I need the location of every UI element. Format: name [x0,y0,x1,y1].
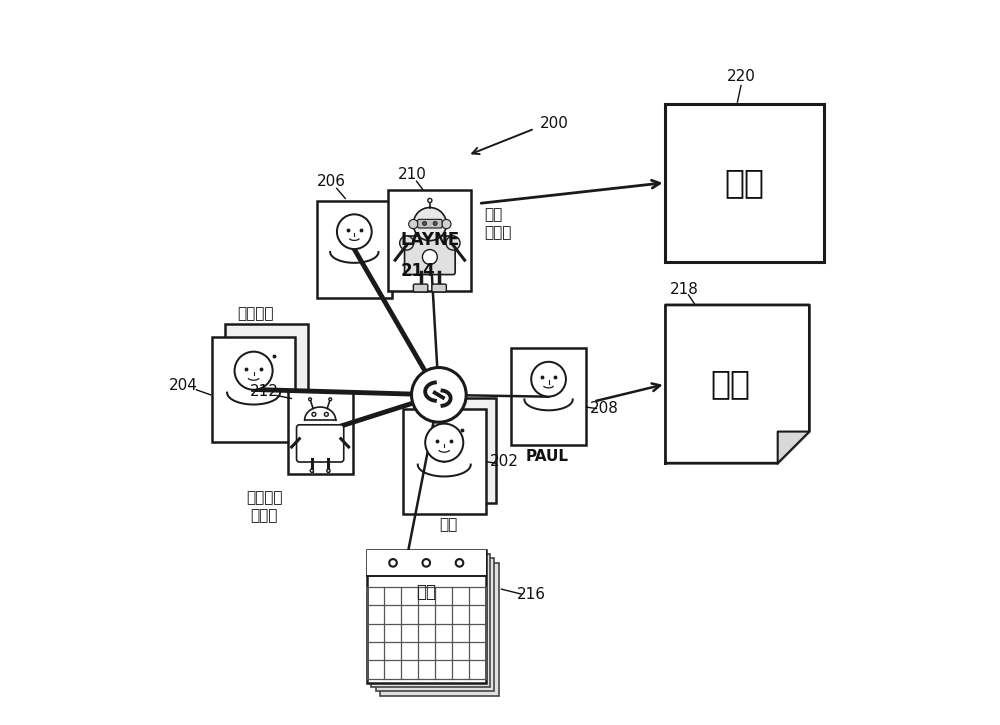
Text: 214: 214 [401,262,435,280]
Circle shape [337,215,372,249]
Text: 218: 218 [670,281,699,297]
Circle shape [327,469,330,472]
FancyBboxPatch shape [367,550,486,683]
Text: 212: 212 [250,384,278,399]
FancyBboxPatch shape [414,399,496,503]
FancyBboxPatch shape [371,554,490,687]
FancyBboxPatch shape [418,220,442,228]
Circle shape [425,423,463,462]
Text: LAYNE: LAYNE [401,231,460,249]
Circle shape [412,368,466,422]
Polygon shape [778,431,809,463]
Circle shape [400,236,414,250]
Circle shape [446,236,460,250]
Text: 208: 208 [590,401,619,416]
FancyBboxPatch shape [225,324,308,428]
Circle shape [409,220,418,228]
Circle shape [413,207,446,241]
Circle shape [329,398,332,401]
Text: 206: 206 [316,174,345,188]
FancyBboxPatch shape [388,190,471,291]
Circle shape [436,413,474,451]
FancyBboxPatch shape [367,550,486,576]
FancyBboxPatch shape [212,337,295,442]
Circle shape [433,221,437,225]
Circle shape [309,398,311,401]
Text: 202: 202 [490,455,519,469]
FancyBboxPatch shape [413,284,428,292]
Text: 记录: 记录 [725,166,765,199]
Text: 佛罗里达: 佛罗里达 [237,306,274,320]
Text: 语音记录
机器人: 语音记录 机器人 [246,490,282,523]
Text: 204: 204 [169,378,198,393]
Text: 200: 200 [540,116,568,131]
FancyBboxPatch shape [376,558,494,691]
Circle shape [248,339,286,377]
FancyBboxPatch shape [405,236,455,275]
Circle shape [324,413,328,416]
Text: 日历: 日历 [416,583,436,601]
Circle shape [442,220,451,228]
Circle shape [422,249,437,265]
Circle shape [423,221,427,225]
FancyBboxPatch shape [288,392,353,474]
Text: PAUL: PAUL [525,449,568,464]
Text: 216: 216 [516,587,545,602]
Text: 文档: 文档 [710,368,750,401]
Text: 加州: 加州 [439,517,457,532]
Circle shape [422,559,430,567]
FancyBboxPatch shape [403,410,486,513]
FancyBboxPatch shape [432,284,446,292]
Circle shape [428,199,432,202]
Text: 210: 210 [398,167,427,181]
FancyBboxPatch shape [317,201,392,298]
Circle shape [310,469,313,472]
Text: 220: 220 [727,70,755,84]
FancyBboxPatch shape [511,348,586,445]
Circle shape [389,559,397,567]
FancyBboxPatch shape [665,104,824,262]
Circle shape [235,352,273,390]
Polygon shape [665,305,809,463]
Circle shape [312,413,316,416]
Circle shape [456,559,463,567]
Text: 议程
机器人: 议程 机器人 [484,207,512,241]
Circle shape [531,362,566,397]
FancyBboxPatch shape [380,563,499,695]
FancyBboxPatch shape [297,425,344,462]
FancyBboxPatch shape [423,233,436,239]
